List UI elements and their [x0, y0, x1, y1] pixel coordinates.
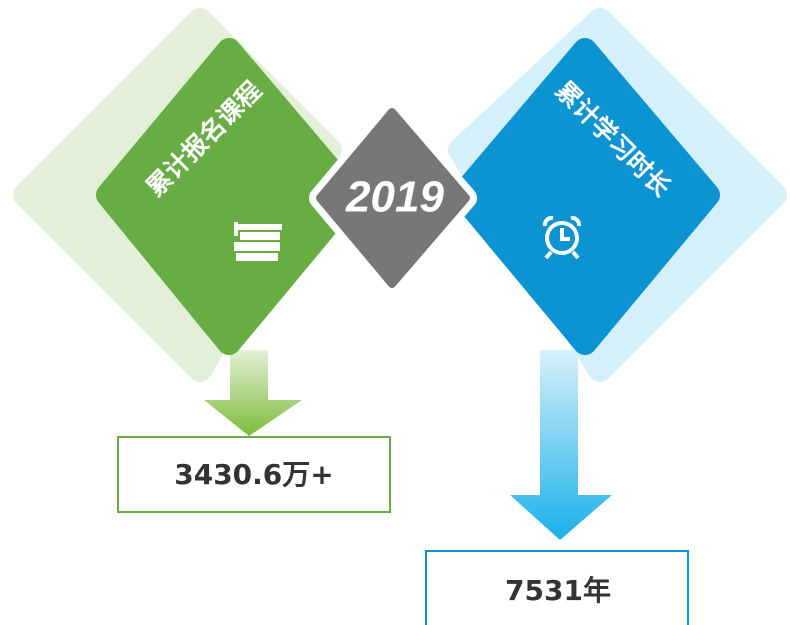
year: 2019 [345, 173, 444, 222]
diamond-center [316, 108, 470, 288]
diamond-right [450, 38, 720, 355]
arrow-left [204, 350, 302, 436]
left-value: 3430.6万+ [174, 458, 334, 491]
right-box [425, 550, 689, 625]
right-value: 7531年 [505, 574, 611, 607]
left-box [117, 436, 391, 513]
clock-icon [542, 215, 582, 260]
books-icon [234, 222, 282, 261]
arrow-right [510, 350, 612, 540]
